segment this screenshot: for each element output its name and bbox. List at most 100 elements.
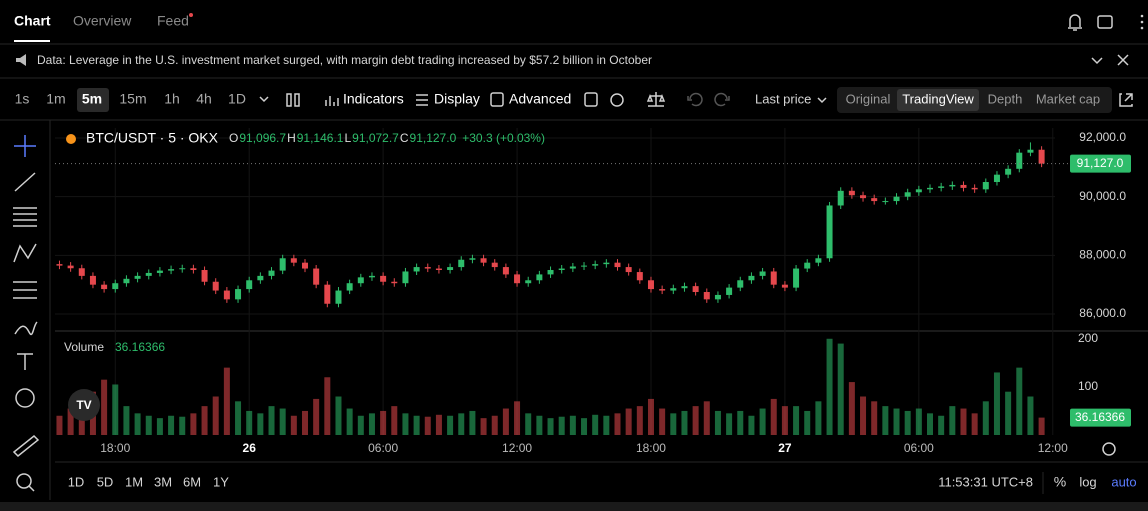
volume-bar: [168, 415, 175, 435]
volume-bar: [703, 401, 710, 435]
log-toggle[interactable]: log: [1079, 474, 1096, 489]
compare-icon[interactable]: [646, 92, 666, 107]
volume-bar: [558, 416, 565, 435]
candle-body: [324, 284, 331, 304]
view-button[interactable]: TradingView: [902, 91, 974, 106]
template-icon[interactable]: [584, 92, 598, 107]
indicators-icon[interactable]: [325, 96, 339, 106]
measure-tool[interactable]: [12, 434, 40, 458]
volume-bar: [302, 410, 308, 435]
display-button[interactable]: Display: [434, 91, 480, 107]
candle-body: [235, 289, 242, 300]
interval-active-bg: [77, 88, 109, 112]
range-button[interactable]: 6M: [183, 474, 201, 489]
ohlc-low: 91,072.7: [352, 131, 399, 145]
tab[interactable]: Feed: [157, 13, 189, 29]
candle-body: [134, 275, 141, 279]
volume-bar: [915, 408, 922, 435]
range-button[interactable]: 1Y: [213, 474, 229, 489]
candle-body: [212, 281, 219, 291]
interval-menu[interactable]: [259, 96, 269, 103]
interval-button[interactable]: 1D: [228, 91, 246, 107]
crosshair-tool[interactable]: [14, 135, 36, 157]
candle-body: [268, 270, 275, 276]
range-button[interactable]: 5D: [97, 474, 114, 489]
alert-icon[interactable]: [1068, 14, 1082, 31]
candle-body: [938, 186, 945, 188]
range-button[interactable]: 1M: [125, 474, 143, 489]
range-button[interactable]: 3M: [154, 474, 172, 489]
emoji-tool[interactable]: [15, 388, 35, 408]
volume-bar: [692, 406, 699, 435]
undo-icon[interactable]: [687, 92, 703, 107]
price-source-menu[interactable]: [817, 97, 827, 104]
volume-bar: [759, 408, 766, 435]
range-button[interactable]: 1D: [68, 474, 85, 489]
pattern-tool[interactable]: [13, 243, 37, 263]
view-button[interactable]: Market cap: [1036, 91, 1100, 106]
interval-button[interactable]: 1s: [15, 91, 30, 107]
view-button[interactable]: Depth: [988, 91, 1023, 106]
interval-button[interactable]: 1h: [164, 91, 180, 107]
chart-type-icon[interactable]: [286, 93, 300, 107]
volume-tick-label: 100: [1078, 379, 1098, 393]
candle-body: [692, 286, 699, 293]
interval-button[interactable]: 5m: [82, 91, 102, 107]
indicators-button[interactable]: Indicators: [343, 91, 404, 107]
volume-bar: [380, 410, 387, 435]
volume-bar: [447, 415, 454, 435]
close-icon[interactable]: [1117, 54, 1129, 66]
advanced-icon[interactable]: [490, 92, 504, 107]
candle-body: [168, 269, 175, 271]
window-icon[interactable]: [1097, 15, 1113, 29]
redo-icon[interactable]: [714, 92, 730, 107]
volume-bar: [190, 413, 197, 435]
candle-body: [927, 187, 933, 190]
projection-tool[interactable]: [13, 281, 37, 299]
volume-bar: [514, 401, 521, 435]
expand-icon[interactable]: [1091, 57, 1103, 65]
volume-bar: [268, 406, 275, 435]
more-icon[interactable]: [1140, 14, 1144, 30]
ohlc-change: +30.3 (+0.03%): [462, 131, 545, 145]
fib-tool[interactable]: [13, 207, 37, 227]
interval-button[interactable]: 1m: [46, 91, 65, 107]
tab[interactable]: Overview: [73, 13, 132, 29]
volume-bar: [123, 406, 130, 435]
volume-bar: [502, 408, 509, 435]
display-icon[interactable]: [416, 94, 428, 106]
tab[interactable]: Chart: [14, 13, 51, 29]
last-volume-label: 36.16366: [1075, 410, 1125, 424]
percent-toggle[interactable]: %: [1054, 474, 1066, 490]
volume-bar: [614, 413, 621, 435]
interval-button[interactable]: 15m: [119, 91, 146, 107]
auto-toggle[interactable]: auto: [1111, 474, 1136, 489]
volume-bar: [547, 418, 554, 435]
view-button[interactable]: Original: [846, 91, 891, 106]
news-text[interactable]: Data: Leverage in the U.S. investment ma…: [37, 53, 652, 67]
brush-tool[interactable]: [14, 321, 38, 336]
volume-bar: [290, 415, 297, 435]
volume-bar: [435, 414, 442, 435]
text-tool[interactable]: [17, 353, 33, 370]
volume-bar: [279, 408, 286, 435]
price-source[interactable]: Last price: [755, 91, 811, 106]
candle-body: [804, 262, 811, 269]
volume-bar: [815, 401, 822, 435]
axis-settings[interactable]: [1102, 442, 1116, 456]
volume-bar: [770, 398, 777, 435]
candle-body: [670, 288, 677, 291]
zoom-tool[interactable]: [16, 473, 32, 489]
advanced-button[interactable]: Advanced: [509, 91, 571, 107]
settings-icon[interactable]: [610, 93, 624, 107]
trendline-tool[interactable]: [14, 172, 36, 192]
interval-button[interactable]: 4h: [196, 91, 212, 107]
candle-body: [223, 290, 230, 300]
volume-value: 36.16366: [115, 340, 165, 354]
volume-bar: [938, 415, 945, 435]
candle-body: [402, 271, 409, 284]
fullscreen-icon[interactable]: [1119, 93, 1133, 107]
volume-bar: [882, 406, 889, 435]
volume-bar: [458, 413, 465, 435]
